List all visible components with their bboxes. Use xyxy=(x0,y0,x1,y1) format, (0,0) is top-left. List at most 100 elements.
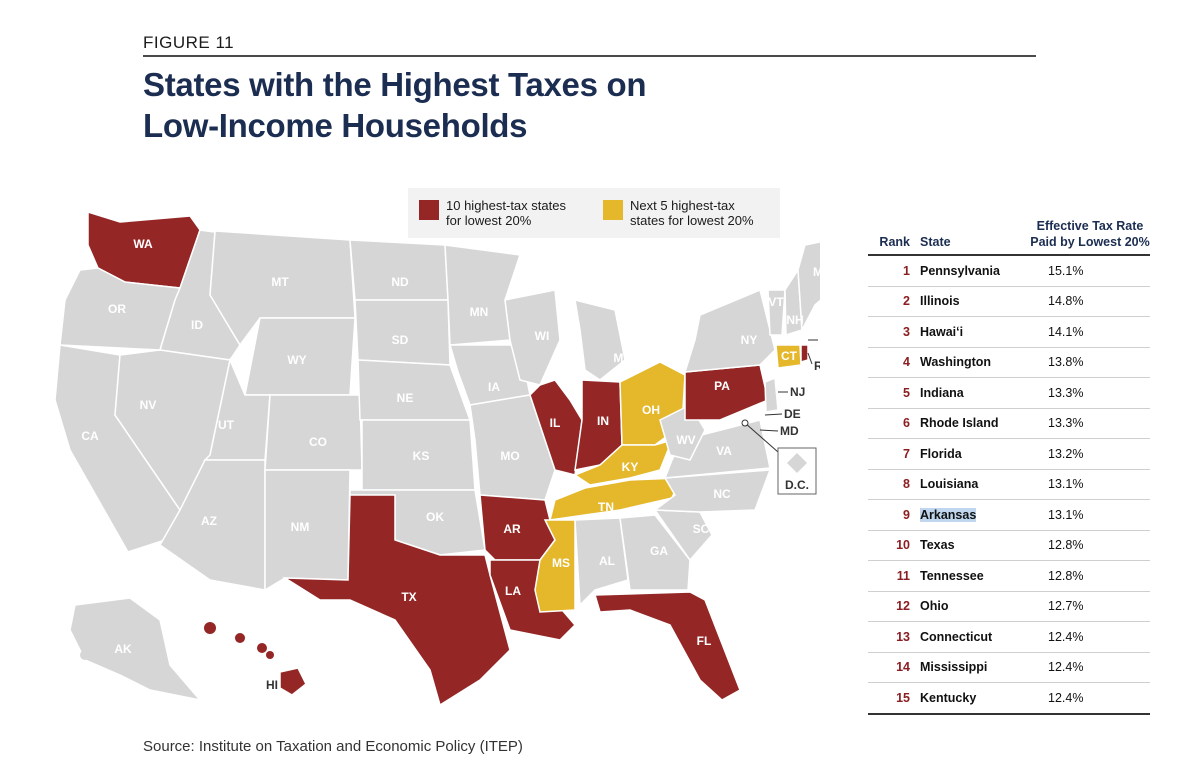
state-label-mt: MT xyxy=(271,275,289,289)
cell-rate: 12.7% xyxy=(1030,591,1150,622)
table-row: 2 Illinois 14.8% xyxy=(868,286,1150,317)
cell-rank: 11 xyxy=(868,560,920,592)
cell-state: Illinois xyxy=(920,286,1030,317)
callout-lines: MARINJDEMDD.C. xyxy=(741,339,820,495)
state-nd xyxy=(349,239,449,301)
state-co xyxy=(264,394,363,471)
state-hi xyxy=(279,667,307,696)
dc-shape xyxy=(787,453,807,473)
cell-state: Connecticut xyxy=(920,621,1030,653)
legend-item-next5: Next 5 highest-tax states for lowest 20% xyxy=(630,198,754,228)
cell-state: Washington xyxy=(920,347,1030,378)
table-row: 5 Indiana 13.3% xyxy=(868,377,1150,409)
state-label-ms: MS xyxy=(552,556,570,570)
table-row: 12 Ohio 12.7% xyxy=(868,591,1150,622)
cell-rank: 8 xyxy=(868,469,920,500)
title-line-2: Low-Income Households xyxy=(143,107,528,144)
table-row: 8 Louisiana 13.1% xyxy=(868,469,1150,500)
state-label-la: LA xyxy=(505,584,521,598)
state-label-tn: TN xyxy=(598,500,614,514)
state-label-mn: MN xyxy=(470,305,489,319)
state-label-fl: FL xyxy=(697,634,712,648)
cell-state: Florida xyxy=(920,438,1030,470)
us-map: MARINJDEMDD.C. WAORCAIDNVMTWYUTAZCONMNDS… xyxy=(54,210,820,707)
state-label-ne: NE xyxy=(397,391,414,405)
state-label-wv: WV xyxy=(676,433,695,447)
table-row: 4 Washington 13.8% xyxy=(868,347,1150,378)
state-al xyxy=(574,517,629,607)
state-label-nh: NH xyxy=(786,313,803,327)
state-label-in: IN xyxy=(597,414,609,428)
state-label-ak: AK xyxy=(114,642,132,656)
cell-state: Rhode Island xyxy=(920,408,1030,439)
cell-rate: 14.1% xyxy=(1030,316,1150,348)
state-ri xyxy=(800,344,809,363)
state-label-vt: VT xyxy=(768,295,784,309)
cell-state: Pennsylvania xyxy=(920,255,1030,287)
cell-rank: 5 xyxy=(868,377,920,409)
state-label-ct: CT xyxy=(781,349,798,363)
cell-rate: 15.1% xyxy=(1030,255,1150,287)
legend-swatch-top10 xyxy=(419,200,439,220)
hawaii-island xyxy=(235,633,245,643)
cell-rate: 13.2% xyxy=(1030,438,1150,470)
table-row: 3 Hawaiʻi 14.1% xyxy=(868,316,1150,348)
state-label-al: AL xyxy=(599,554,615,568)
cell-rank: 12 xyxy=(868,591,920,622)
state-nc xyxy=(652,469,772,513)
legend-top10-line2: for lowest 20% xyxy=(446,213,532,228)
state-label-tx: TX xyxy=(401,590,416,604)
dc-callout-line xyxy=(744,422,779,453)
cell-rank: 14 xyxy=(868,652,920,683)
state-mi xyxy=(574,298,626,381)
alaska-island xyxy=(80,650,90,660)
header-rank: Rank xyxy=(879,235,910,249)
state-label-mo: MO xyxy=(500,449,519,463)
table-row: 1 Pennsylvania 15.1% xyxy=(868,255,1150,287)
table-row: 7 Florida 13.2% xyxy=(868,438,1150,470)
header-state: State xyxy=(920,235,951,249)
cell-rank: 9 xyxy=(868,499,920,531)
table-row: 15 Kentucky 12.4% xyxy=(868,682,1150,715)
cell-state: Kentucky xyxy=(920,682,1030,715)
cell-rank: 6 xyxy=(868,408,920,439)
callout-line-md xyxy=(759,429,779,432)
state-label-sc: SC xyxy=(693,522,710,536)
state-label-ia: IA xyxy=(488,380,500,394)
cell-rate: 12.8% xyxy=(1030,560,1150,592)
table-row: 13 Connecticut 12.4% xyxy=(868,621,1150,653)
state-label-il: IL xyxy=(550,416,561,430)
alaska-island xyxy=(93,633,107,647)
cell-state: Indiana xyxy=(920,377,1030,409)
state-label-ny: NY xyxy=(741,333,758,347)
legend-next5-line2: states for lowest 20% xyxy=(630,213,754,228)
cell-rank: 2 xyxy=(868,286,920,317)
cell-rank: 4 xyxy=(868,347,920,378)
cell-rank: 3 xyxy=(868,316,920,348)
state-label-me: ME xyxy=(813,265,820,279)
state-label-va: VA xyxy=(716,444,732,458)
state-label-az: AZ xyxy=(201,514,217,528)
legend-top10-line1: 10 highest-tax states xyxy=(446,198,566,213)
state-label-oh: OH xyxy=(642,403,660,417)
table-row: 14 Mississippi 12.4% xyxy=(868,652,1150,683)
hawaii-island xyxy=(266,651,274,659)
table-header-row: Rank State Effective Tax Rate Paid by Lo… xyxy=(868,218,1150,255)
header-rate-line2: Paid by Lowest 20% xyxy=(1030,235,1150,249)
state-label-ok: OK xyxy=(426,510,444,524)
hawaii-island xyxy=(257,643,267,653)
callout-label-de: DE xyxy=(784,407,801,421)
legend-swatch-next5 xyxy=(603,200,623,220)
cell-rate: 13.3% xyxy=(1030,377,1150,409)
dc-marker xyxy=(741,419,749,427)
cell-state: Louisiana xyxy=(920,469,1030,500)
state-label-nd: ND xyxy=(391,275,409,289)
state-me xyxy=(797,241,820,333)
state-label-ga: GA xyxy=(650,544,668,558)
callout-label-ri: RI xyxy=(814,359,820,373)
cell-state: Tennessee xyxy=(920,560,1030,592)
page-title: States with the Highest Taxes on Low-Inc… xyxy=(143,64,903,146)
state-label-ar: AR xyxy=(503,522,521,536)
callout-line-de xyxy=(764,413,783,416)
state-label-ky: KY xyxy=(622,460,639,474)
